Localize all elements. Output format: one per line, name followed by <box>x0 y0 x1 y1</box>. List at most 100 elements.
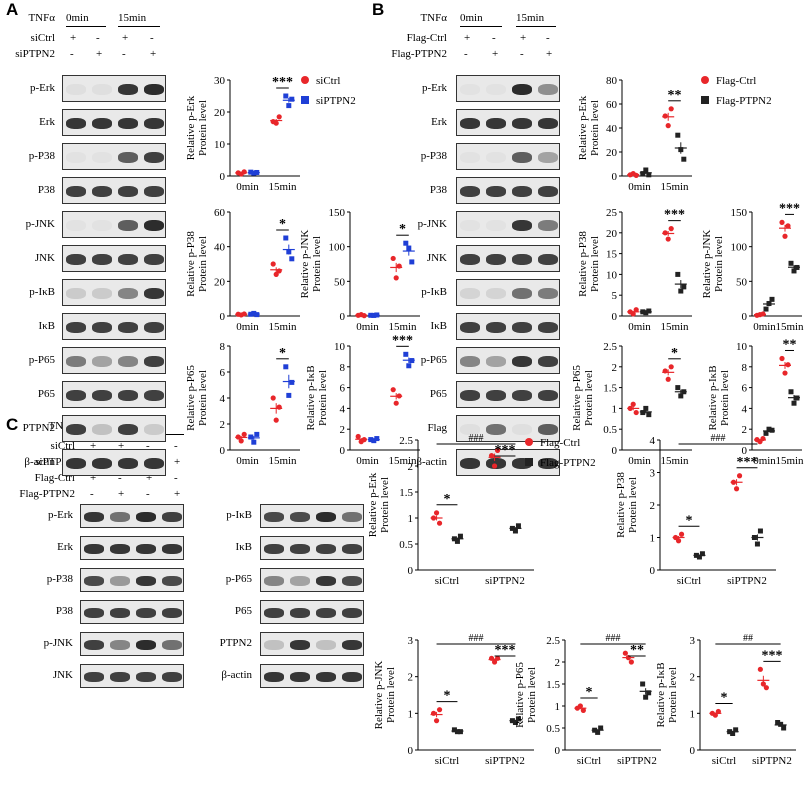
blot-band <box>537 321 559 334</box>
data-point <box>488 453 495 459</box>
legend-svg: siCtrl siPTPN2 <box>301 75 356 107</box>
data-point <box>406 363 412 369</box>
treatment-sign: - <box>96 32 100 44</box>
data-point <box>733 486 740 492</box>
blot-band <box>537 253 559 266</box>
blot-band <box>161 639 183 651</box>
blot-band <box>91 389 113 402</box>
data-point <box>491 463 498 469</box>
data-point <box>283 364 289 370</box>
data-point <box>763 430 769 436</box>
significance-label: * <box>444 492 451 507</box>
blot-p-p65 <box>456 347 560 374</box>
data-point <box>715 708 721 715</box>
blot-label: p-Erk <box>421 81 447 94</box>
y-tick-label: 2.5 <box>399 435 413 447</box>
data-point <box>760 681 766 687</box>
data-point <box>436 520 443 526</box>
treatment-sign: + <box>174 488 181 500</box>
blot-label: Erk <box>57 541 73 553</box>
data-point <box>430 515 437 521</box>
y-tick-label: 8 <box>340 362 346 374</box>
treatment-sign: + <box>546 48 553 60</box>
blot-band <box>511 321 533 334</box>
data-point <box>779 355 785 362</box>
significance-label: *** <box>392 333 413 348</box>
data-point <box>457 729 463 735</box>
blot-band <box>459 321 481 334</box>
data-point <box>451 727 457 733</box>
blot-band <box>486 220 506 231</box>
blot-band <box>143 219 165 232</box>
time-underline <box>118 26 160 27</box>
x-tick-label: 15min <box>388 455 417 467</box>
data-point <box>248 169 254 175</box>
y-tick-label: 10 <box>214 139 226 151</box>
treatment-row-label: Flag-PTPN2 <box>19 488 75 500</box>
blot-band <box>460 152 480 163</box>
y-axis-label: Protein level <box>589 236 601 292</box>
blot-p65 <box>456 381 560 408</box>
blot-band <box>263 639 285 651</box>
data-point <box>361 437 367 443</box>
data-point <box>390 387 396 393</box>
blot-label: IκB <box>235 541 252 553</box>
blot-p38 <box>456 177 560 204</box>
x-tick-label: 15min <box>660 321 689 333</box>
legend-svg: Flag-Ctrl Flag-PTPN2 <box>701 75 772 107</box>
blot-band <box>135 543 157 555</box>
blot-label: β-actin <box>24 455 55 468</box>
data-point <box>646 308 652 314</box>
y-tick-label: 150 <box>731 207 748 219</box>
data-point <box>289 96 295 102</box>
blot-label: p-IκB <box>421 285 447 298</box>
y-tick-label: 4 <box>220 393 226 405</box>
y-tick-label: 2 <box>612 362 618 374</box>
blot-band <box>91 83 113 96</box>
blot-band <box>263 671 285 683</box>
x-tick-label: 0min <box>356 455 379 467</box>
y-tick-label: 0 <box>220 445 226 457</box>
blot-band <box>83 639 105 651</box>
data-point <box>251 310 257 316</box>
data-point <box>598 725 604 731</box>
blot-band <box>485 321 507 334</box>
blot-band <box>315 575 337 587</box>
y-tick-label: 100 <box>329 242 346 254</box>
blot-band <box>65 389 87 402</box>
blot-band <box>511 151 533 164</box>
y-axis-label: Relative p-Erk <box>367 472 379 537</box>
blot-band <box>511 389 533 402</box>
y-tick-label: 2 <box>408 672 414 684</box>
blot-band <box>109 575 131 587</box>
data-point <box>630 401 636 407</box>
y-axis-label: Relative p-P38 <box>615 472 627 538</box>
data-point <box>283 235 289 241</box>
blot-p-iκb <box>62 279 166 306</box>
blot-band <box>537 457 559 470</box>
data-point <box>769 427 775 433</box>
blot-band <box>117 253 139 266</box>
data-point <box>736 473 743 479</box>
blot-band <box>263 607 285 619</box>
data-point <box>248 311 254 317</box>
chart-b-pjnk: 0 50 100 150 Relative p-JNK Protein level 0min… <box>701 201 804 333</box>
x-tick-label: siCtrl <box>435 575 459 587</box>
data-point <box>757 666 763 672</box>
blot-band <box>511 185 533 198</box>
y-axis-label: Protein level <box>385 667 397 723</box>
y-tick-label: 20 <box>606 147 618 159</box>
y-axis-label: Protein level <box>719 370 731 426</box>
significance-label: ### <box>711 433 726 444</box>
chart-b-pp65: 0 0.5 1 1.5 2 2.5 Relative p-P65 Protein level 0… <box>571 341 692 467</box>
y-axis-label: Relative p-P65 <box>514 662 526 728</box>
treatment-sign: - <box>546 32 550 44</box>
blot-β-actin <box>456 449 560 476</box>
data-point <box>668 364 674 370</box>
blot-band <box>485 253 507 266</box>
data-point <box>794 395 800 401</box>
legend-label: Flag-Ctrl <box>716 75 756 87</box>
data-point <box>630 311 636 317</box>
significance-label: ** <box>668 88 682 103</box>
data-point <box>374 436 380 442</box>
